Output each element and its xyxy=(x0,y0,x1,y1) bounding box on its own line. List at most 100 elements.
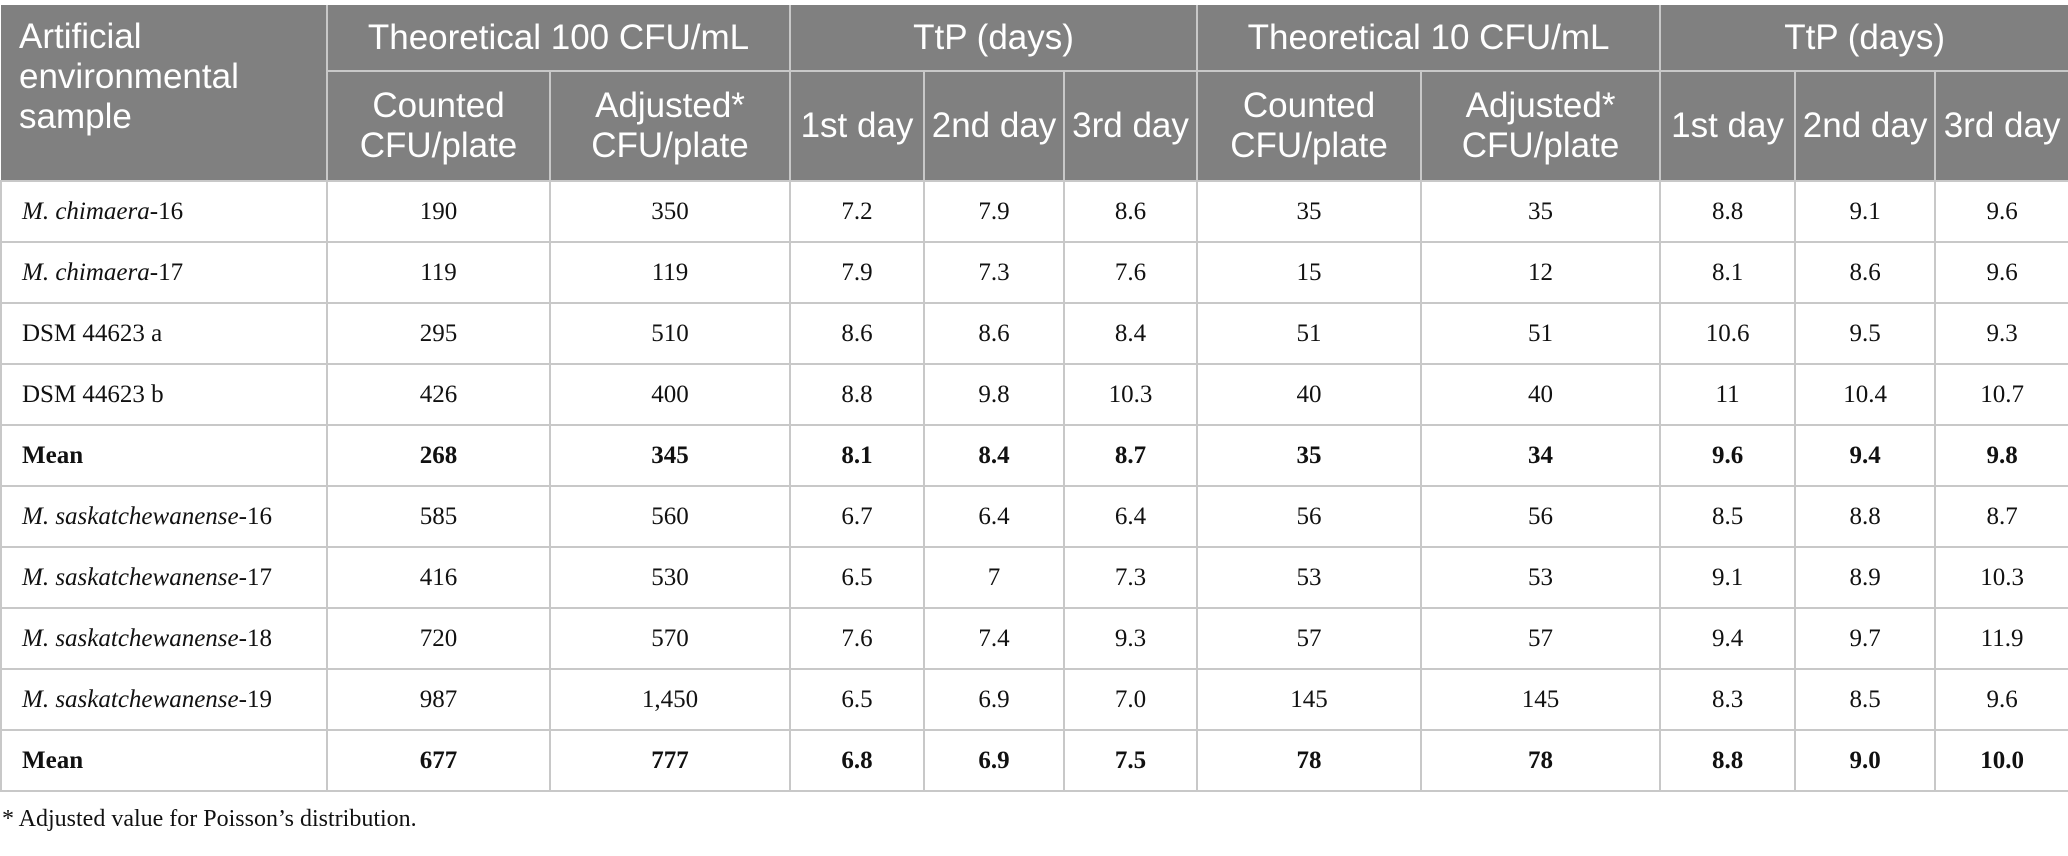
species-name: M. chimaera xyxy=(22,197,150,225)
value-cell: 8.1 xyxy=(789,424,926,487)
sample-label: Mean xyxy=(22,441,84,469)
value-cell: 295 xyxy=(326,302,551,365)
value-cell: 345 xyxy=(548,424,792,487)
value-cell: 9.8 xyxy=(923,363,1066,426)
value-cell: 8.4 xyxy=(923,424,1066,487)
value-cell: 9.4 xyxy=(1794,424,1937,487)
value-cell: 6.9 xyxy=(923,668,1066,731)
species-name: M. saskatchewanense xyxy=(22,563,239,591)
value-cell: 9.1 xyxy=(1794,180,1937,243)
column-group-header: TtP (days) xyxy=(1659,5,2068,72)
value-cell: 6.5 xyxy=(789,546,926,609)
value-cell: 9.7 xyxy=(1794,607,1937,670)
value-cell: 677 xyxy=(326,729,551,792)
value-cell: 9.6 xyxy=(1659,424,1797,487)
value-cell: 400 xyxy=(548,363,792,426)
value-cell: 56 xyxy=(1196,485,1423,548)
sample-cell: M. saskatchewanense-17 xyxy=(0,546,328,609)
column-header: 1st day xyxy=(1659,71,1797,182)
value-cell: 15 xyxy=(1196,241,1423,304)
value-cell: 585 xyxy=(326,485,551,548)
sample-label: DSM 44623 b xyxy=(22,380,164,408)
value-cell: 8.7 xyxy=(1063,424,1199,487)
value-cell: 11 xyxy=(1659,363,1797,426)
value-cell: 145 xyxy=(1420,668,1662,731)
column-header: 2nd day xyxy=(1794,71,1937,182)
sample-cell: M. saskatchewanense-16 xyxy=(0,485,328,548)
value-cell: 10.3 xyxy=(1934,546,2068,609)
species-name: M. saskatchewanense xyxy=(22,502,239,530)
table-row: DSM 44623 a 295 510 8.6 8.6 8.4 51 51 10.6 9.5 9.3 xyxy=(0,302,2068,365)
value-cell: 7.6 xyxy=(1063,241,1199,304)
value-cell: 1,450 xyxy=(548,668,792,731)
value-cell: 9.3 xyxy=(1934,302,2068,365)
species-name: M. chimaera xyxy=(22,258,150,286)
value-cell: 777 xyxy=(548,729,792,792)
value-cell: 40 xyxy=(1420,363,1662,426)
column-header: Adjusted* CFU/plate xyxy=(1420,71,1662,182)
value-cell: 10.6 xyxy=(1659,302,1797,365)
value-cell: 7.3 xyxy=(1063,546,1199,609)
value-cell: 510 xyxy=(548,302,792,365)
value-cell: 9.5 xyxy=(1794,302,1937,365)
sample-label: DSM 44623 a xyxy=(22,319,163,347)
value-cell: 7.0 xyxy=(1063,668,1199,731)
header-row: Counted CFU/plate Adjusted* CFU/plate 1st … xyxy=(1,71,2068,182)
value-cell: 190 xyxy=(326,180,551,243)
value-cell: 8.6 xyxy=(1063,180,1199,243)
value-cell: 8.6 xyxy=(1794,241,1937,304)
value-cell: 34 xyxy=(1420,424,1662,487)
value-cell: 268 xyxy=(326,424,551,487)
value-cell: 8.5 xyxy=(1794,668,1937,731)
value-cell: 8.8 xyxy=(1659,180,1797,243)
value-cell: 570 xyxy=(548,607,792,670)
table-row: M. saskatchewanense-17 416 530 6.5 7 7.3 53 53 9… xyxy=(0,546,2068,609)
value-cell: 40 xyxy=(1196,363,1423,426)
data-table: Artificial environmental sample Theoretic… xyxy=(0,5,2068,792)
sample-label: -17 xyxy=(238,563,272,591)
species-name: M. saskatchewanense xyxy=(22,685,239,713)
value-cell: 7.4 xyxy=(923,607,1066,670)
value-cell: 6.9 xyxy=(923,729,1066,792)
value-cell: 9.6 xyxy=(1934,668,2068,731)
table-body: M. chimaera-16 190 350 7.2 7.9 8.6 35 35 8.8 9.1 9… xyxy=(0,180,2068,792)
column-header: 3rd day xyxy=(1063,71,1199,182)
sample-cell: M. saskatchewanense-19 xyxy=(0,668,328,731)
value-cell: 53 xyxy=(1196,546,1423,609)
table-row: M. saskatchewanense-19 987 1,450 6.5 6.9 7.0 1… xyxy=(0,668,2068,731)
table-row: DSM 44623 b 426 400 8.8 9.8 10.3 40 40 11 10.4 10.… xyxy=(0,363,2068,426)
value-cell: 78 xyxy=(1196,729,1423,792)
value-cell: 7.3 xyxy=(923,241,1066,304)
value-cell: 51 xyxy=(1196,302,1423,365)
value-cell: 35 xyxy=(1196,180,1423,243)
column-header: Counted CFU/plate xyxy=(1196,71,1423,182)
value-cell: 9.6 xyxy=(1934,180,2068,243)
column-group-header: Theoretical 100 CFU/mL xyxy=(325,5,792,72)
value-cell: 10.4 xyxy=(1794,363,1937,426)
value-cell: 10.0 xyxy=(1934,729,2068,792)
value-cell: 8.7 xyxy=(1934,485,2068,548)
value-cell: 6.7 xyxy=(789,485,926,548)
sample-cell: Mean xyxy=(0,424,328,487)
column-group-header: Artificial environmental sample xyxy=(1,5,328,182)
value-cell: 350 xyxy=(548,180,792,243)
sample-label: -16 xyxy=(238,502,272,530)
value-cell: 6.8 xyxy=(789,729,926,792)
value-cell: 987 xyxy=(326,668,551,731)
value-cell: 416 xyxy=(326,546,551,609)
value-cell: 8.1 xyxy=(1659,241,1797,304)
value-cell: 8.8 xyxy=(789,363,926,426)
value-cell: 10.3 xyxy=(1063,363,1199,426)
column-header: 3rd day xyxy=(1934,71,2068,182)
value-cell: 35 xyxy=(1196,424,1423,487)
value-cell: 53 xyxy=(1420,546,1662,609)
table-row: Mean 677 777 6.8 6.9 7.5 78 78 8.8 9.0 10.0 xyxy=(0,729,2068,792)
footnote: * Adjusted value for Poisson’s distribut… xyxy=(2,806,417,832)
value-cell: 78 xyxy=(1420,729,1662,792)
value-cell: 560 xyxy=(548,485,792,548)
value-cell: 426 xyxy=(326,363,551,426)
sample-label: -16 xyxy=(149,197,184,225)
column-header: Counted CFU/plate xyxy=(326,71,551,182)
value-cell: 8.5 xyxy=(1659,485,1797,548)
sample-cell: M. chimaera-16 xyxy=(0,180,328,243)
